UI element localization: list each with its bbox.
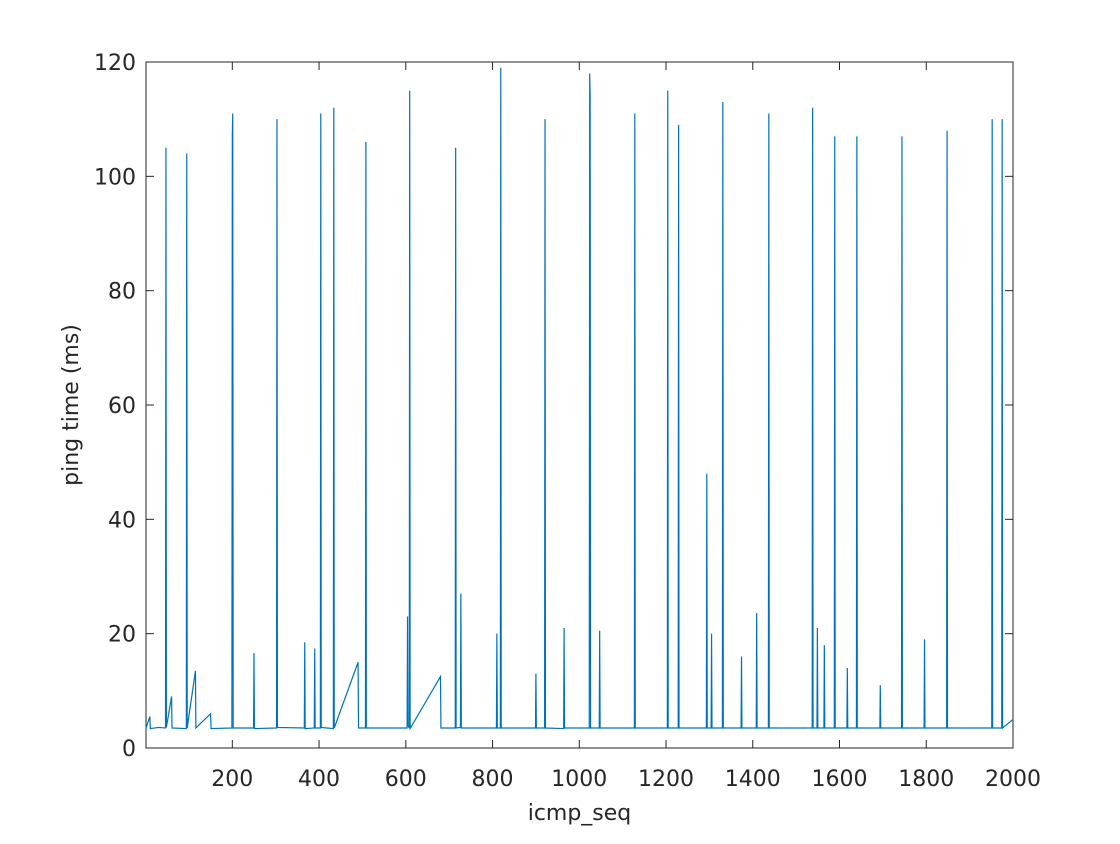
x-tick-label: 2000: [985, 767, 1041, 792]
x-axis-label: icmp_seq: [528, 801, 632, 826]
y-tick-label: 80: [108, 280, 136, 305]
axes-box: [145, 61, 1014, 749]
y-tick-label: 120: [94, 51, 136, 76]
y-tick-label: 100: [94, 165, 136, 190]
x-tick-label: 800: [472, 767, 514, 792]
x-tick-label: 600: [385, 767, 427, 792]
y-axis-label: ping time (ms): [59, 324, 84, 486]
y-tick-label: 40: [108, 508, 136, 533]
y-tick-label: 20: [108, 623, 136, 648]
data-line: [145, 67, 1014, 731]
x-tick-label: 1400: [725, 767, 781, 792]
x-tick-label: 1800: [898, 767, 954, 792]
y-tick-label: 0: [122, 737, 136, 762]
x-tick-label: 1000: [551, 767, 607, 792]
x-tick-label: 400: [298, 767, 340, 792]
x-tick-label: 1200: [638, 767, 694, 792]
x-tick-label: 200: [211, 767, 253, 792]
x-tick-label: 1600: [812, 767, 868, 792]
y-tick-label: 60: [108, 394, 136, 419]
